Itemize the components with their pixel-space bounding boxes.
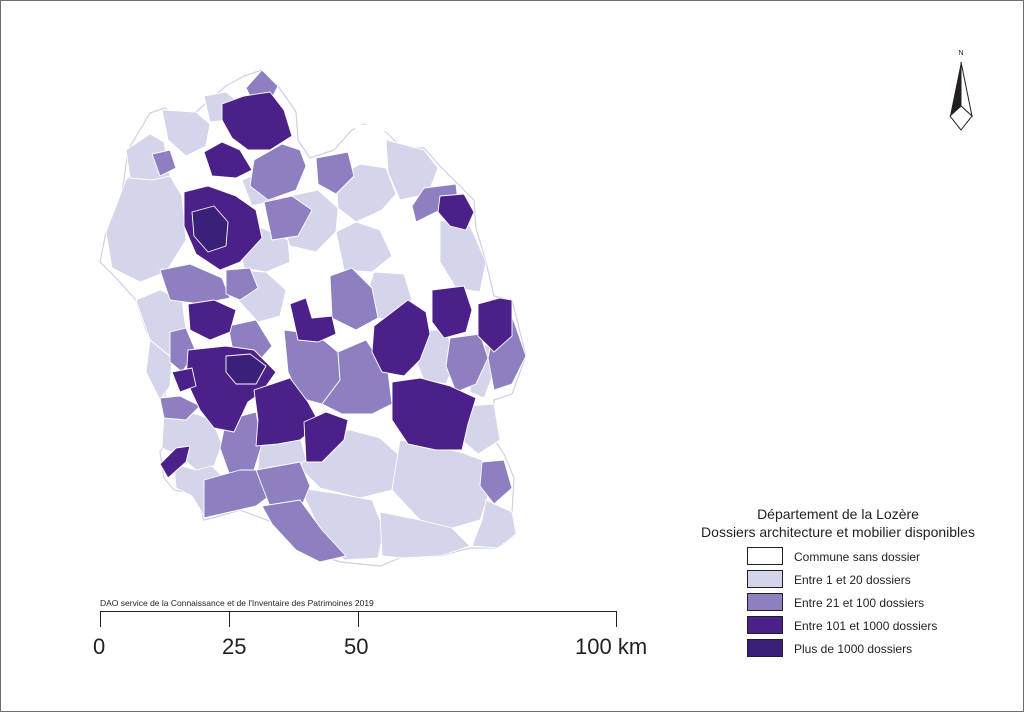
commune-polygon — [159, 395, 201, 421]
commune-polygon — [203, 141, 253, 179]
legend-item: Entre 101 et 1000 dossiers — [747, 616, 1007, 639]
commune-polygon — [289, 297, 337, 343]
commune-polygon — [303, 411, 349, 463]
commune-polygon — [225, 353, 267, 385]
commune-polygon — [353, 123, 391, 149]
commune-polygon — [283, 247, 337, 295]
commune-polygon — [253, 377, 321, 447]
commune-polygon — [379, 511, 471, 559]
commune-polygon — [145, 339, 173, 401]
legend-item: Commune sans dossier — [747, 547, 1007, 570]
legend-label: Entre 21 et 100 dossiers — [794, 596, 925, 610]
scale-tick — [358, 611, 359, 627]
north-arrow-icon — [949, 61, 973, 131]
commune-polygon — [391, 377, 477, 451]
commune-polygon — [403, 229, 441, 283]
commune-polygon — [249, 143, 307, 201]
north-arrow: N — [938, 50, 984, 134]
commune-polygon — [225, 267, 259, 301]
commune-polygon — [151, 149, 177, 177]
legend-label: Entre 1 et 20 dossiers — [794, 573, 911, 587]
legend-item: Entre 21 et 100 dossiers — [747, 593, 1007, 616]
scale-label-100: 100 km — [575, 634, 648, 659]
communes-class-over-1000 — [191, 205, 267, 385]
scale-tick — [100, 611, 101, 627]
commune-polygon — [431, 285, 473, 339]
legend-title-line2: Dossiers architecture et mobilier dispon… — [701, 524, 975, 540]
commune-polygon — [471, 499, 517, 549]
legend-swatch — [747, 639, 783, 657]
commune-polygon — [171, 367, 197, 393]
commune-polygon — [161, 409, 223, 471]
commune-polygon — [191, 205, 229, 253]
scale-label-50: 50 — [344, 634, 369, 659]
commune-polygon — [335, 221, 393, 273]
commune-polygon — [159, 263, 231, 305]
commune-polygon — [479, 459, 513, 505]
map-legend: Département de la Lozère Dossiers archit… — [680, 505, 996, 657]
commune-polygon — [261, 499, 347, 563]
legend-swatch — [747, 616, 783, 634]
legend-swatch — [747, 547, 783, 565]
commune-polygon — [315, 151, 355, 195]
commune-polygon — [203, 469, 273, 519]
commune-polygon — [187, 299, 237, 341]
legend-swatch — [747, 593, 783, 611]
legend-label: Entre 101 et 1000 dossiers — [794, 619, 938, 633]
commune-polygon — [439, 219, 487, 293]
commune-polygon — [159, 445, 191, 479]
north-label: N — [958, 50, 964, 57]
legend-item: Plus de 1000 dossiers — [747, 639, 1007, 662]
commune-polygon — [477, 297, 513, 353]
commune-polygon — [371, 299, 431, 377]
scale-label-0: 0 — [93, 634, 106, 659]
legend-item: Entre 1 et 20 dossiers — [747, 570, 1007, 593]
scale-tick — [616, 611, 617, 627]
commune-polygon — [329, 267, 379, 331]
legend-label: Commune sans dossier — [794, 550, 921, 564]
commune-polygon — [391, 439, 491, 529]
commune-polygon — [411, 183, 459, 223]
legend-title-line1: Département de la Lozère — [757, 506, 919, 522]
commune-polygon — [263, 195, 313, 241]
scale-label-25: 25 — [222, 634, 247, 659]
scale-tick — [229, 611, 230, 627]
legend-items: Commune sans dossier Entre 1 et 20 dossi… — [747, 547, 1007, 662]
legend-label: Plus de 1000 dossiers — [794, 642, 913, 656]
legend-swatch — [747, 570, 783, 588]
commune-polygon — [221, 91, 293, 151]
commune-polygon — [161, 109, 211, 157]
commune-polygon — [437, 193, 475, 231]
legend-title: Département de la Lozère Dossiers archit… — [680, 505, 996, 541]
communes-class-1-20 — [105, 91, 517, 561]
map-credit: DAO service de la Connaissance et de l'I… — [100, 598, 374, 608]
